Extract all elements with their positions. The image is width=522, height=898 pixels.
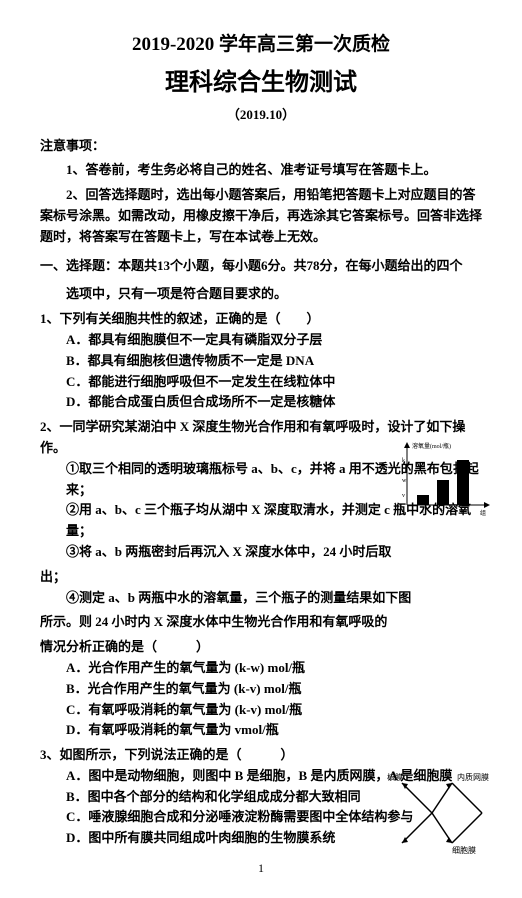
q1-stem: 1、下列有关细胞共性的叙述，正确的是（ ） (40, 309, 482, 330)
svg-text:k: k (402, 458, 405, 464)
svg-text:核膜: 核膜 (387, 772, 403, 782)
q1-option-b: B．都具有细胞核但遗传物质不一定是 DNA (40, 351, 482, 372)
membrane-diagram: 核膜 内质网膜 细胞膜 (382, 768, 502, 858)
exam-title-line2: 理科综合生物测试 (40, 64, 482, 102)
section1-subtitle: 选项中，只有一项是符合题目要求的。 (40, 284, 482, 305)
notice-item-2: 2、回答选择题时，选出每小题答案后，用铅笔把答题卡上对应题目的答案标号涂黑。如需… (40, 185, 482, 247)
q2-p3b: 出； (40, 567, 482, 588)
q1-option-a: A．都具有细胞膜但不一定具有磷脂双分子层 (40, 330, 482, 351)
svg-text:组: 组 (480, 509, 486, 517)
svg-text:w: w (402, 478, 407, 484)
q3-stem: 3、如图所示，下列说法正确的是（ ） (40, 745, 482, 766)
q2-option-d: D．有氧呼吸消耗的氧气量为 vmol/瓶 (40, 720, 482, 741)
notice-label: 注意事项： (40, 136, 482, 157)
notice-item-1: 1、答卷前，考生务必将自己的姓名、准考证号填写在答题卡上。 (40, 160, 482, 181)
exam-date: （2019.10） (40, 105, 482, 126)
svg-text:v: v (402, 493, 405, 499)
q2-option-a: A．光合作用产生的氧气量为 (k-w) mol/瓶 (40, 658, 482, 679)
svg-text:b: b (441, 509, 444, 515)
q2-option-c: C．有氧呼吸消耗的氧气量为 (k-v) mol/瓶 (40, 700, 482, 721)
bar-chart: v w k a b c 组 溶氧量(mol/瓶) (392, 440, 492, 520)
q2-p3: ③将 a、b 两瓶密封后再沉入 X 深度水体中，24 小时后取 (40, 542, 482, 563)
svg-text:内质网膜: 内质网膜 (457, 772, 489, 782)
q2-p4c: 情况分析正确的是（ ） (40, 637, 482, 658)
q1-option-d: D．都能合成蛋白质但合成场所不一定是核糖体 (40, 392, 482, 413)
q1-option-c: C．都能进行细胞呼吸但不一定发生在线粒体中 (40, 372, 482, 393)
svg-text:a: a (421, 509, 424, 515)
exam-title-line1: 2019-2020 学年高三第一次质检 (40, 30, 482, 60)
q2-p4b: 所示。则 24 小时内 X 深度水体中生物光合作用和有氧呼吸的 (40, 612, 482, 633)
page-number: 1 (40, 859, 482, 878)
section1-title: 一、选择题：本题共13个小题，每小题6分。共78分，在每小题给出的四个 (40, 256, 482, 277)
q2-p4: ④测定 a、b 两瓶中水的溶氧量，三个瓶子的测量结果如下图 (40, 588, 482, 609)
svg-text:溶氧量(mol/瓶): 溶氧量(mol/瓶) (412, 442, 451, 450)
q2-option-b: B．光合作用产生的氧气量为 (k-v) mol/瓶 (40, 679, 482, 700)
svg-text:c: c (461, 509, 464, 515)
svg-text:细胞膜: 细胞膜 (452, 845, 476, 855)
